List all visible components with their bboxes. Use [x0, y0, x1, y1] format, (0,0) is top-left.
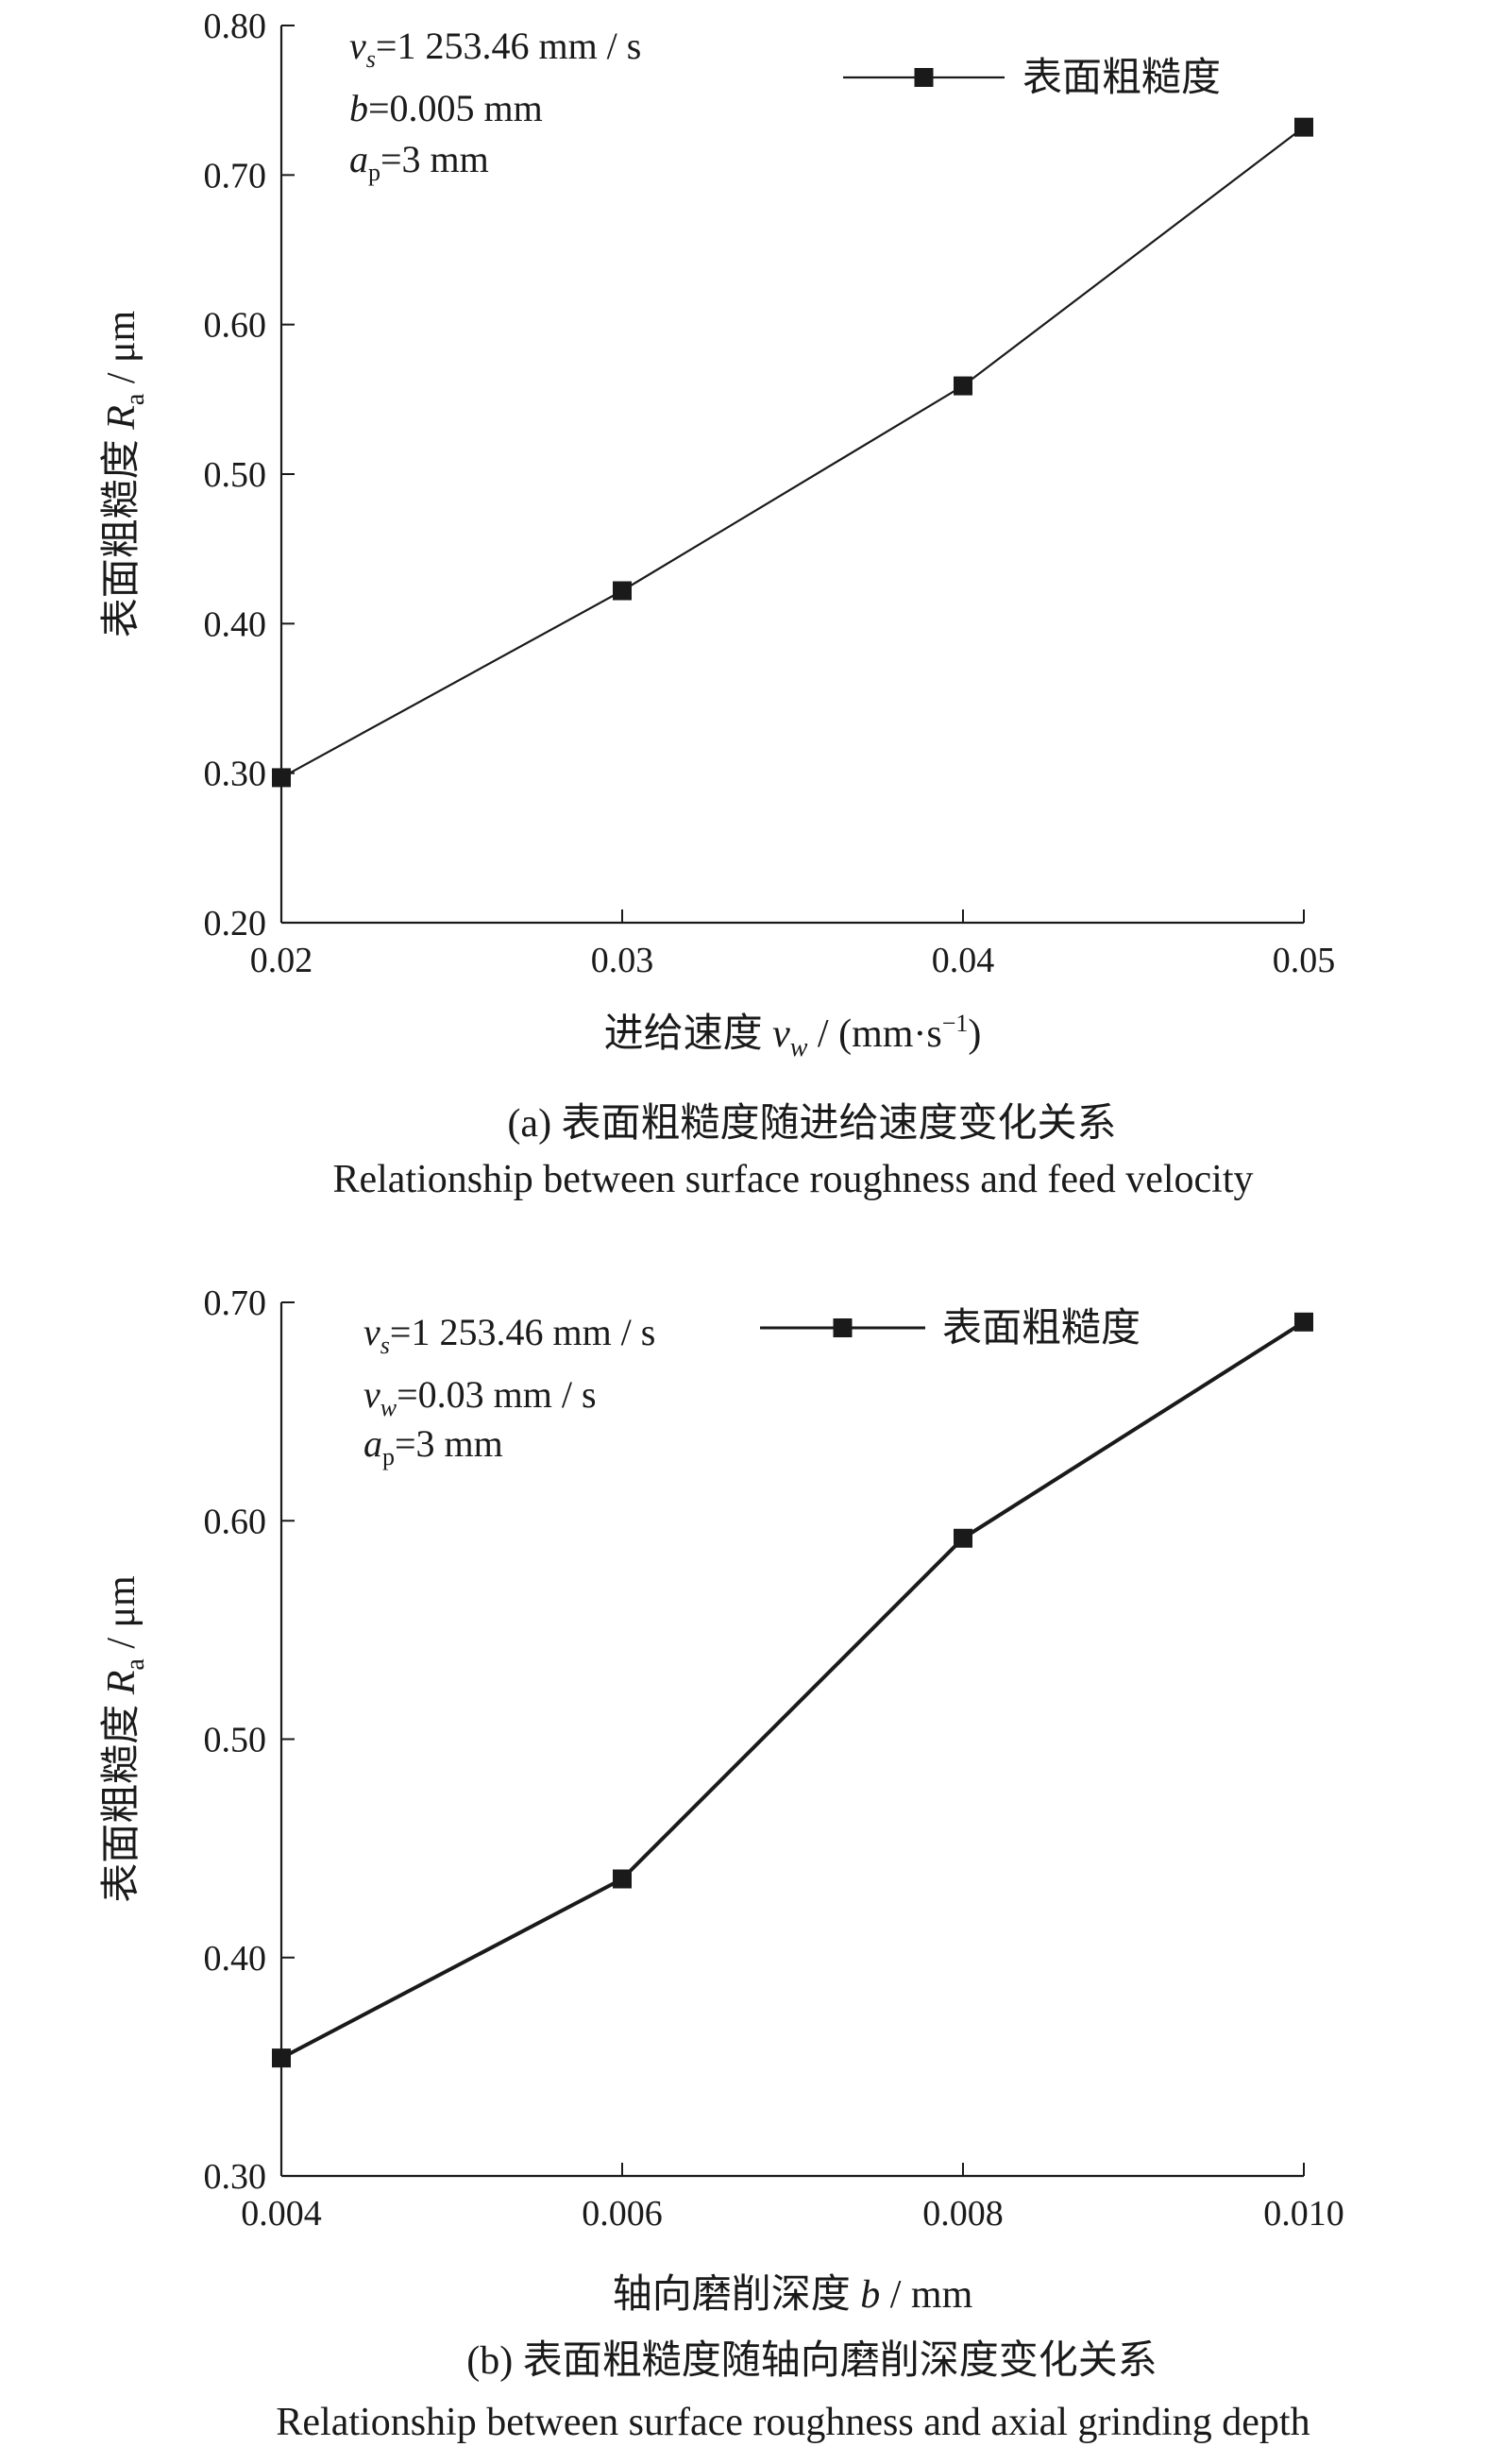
series-line — [280, 1320, 1306, 2060]
y-tick-label: 0.40 — [204, 604, 267, 644]
chart-svg: 0.20 0.30 0.40 0.50 0.60 0.70 0.80 0.02 0.03 0.04… — [100, 7, 1336, 1201]
x-tick-label: 0.03 — [591, 941, 654, 980]
y-axis-title: 表面粗糙度 Ra / μm — [100, 310, 150, 637]
legend-marker — [833, 1318, 853, 1337]
y-tick-label: 0.60 — [204, 1502, 267, 1541]
x-tick-label: 0.008 — [922, 2194, 1004, 2234]
x-tick-label: 0.004 — [241, 2194, 322, 2234]
caption-english: Relationship between surface roughness a… — [276, 2401, 1310, 2444]
caption-english: Relationship between surface roughness a… — [332, 1158, 1253, 1201]
x-tick-label: 0.02 — [250, 941, 313, 980]
data-point-marker — [272, 768, 291, 788]
chart-svg: 0.30 0.40 0.50 0.60 0.70 0.004 0.006 0.008 0.010… — [100, 1283, 1344, 2444]
legend-label: 表面粗糙度 — [1022, 57, 1221, 100]
x-tick-label: 0.010 — [1263, 2194, 1344, 2234]
parameter-annotation: vs=1 253.46 mm / s — [363, 1311, 655, 1359]
data-point-marker — [1294, 1312, 1313, 1332]
y-tick-label: 0.50 — [204, 1721, 267, 1760]
y-tick-label: 0.30 — [204, 755, 267, 794]
x-axis-title: 进给速度 vw / (mm·s−1) — [604, 1010, 982, 1062]
x-axis-title: 轴向磨削深度 b / mm — [613, 2273, 973, 2317]
caption-chinese: (b) 表面粗糙度随轴向磨削深度变化关系 — [466, 2338, 1157, 2383]
data-point-marker — [954, 376, 972, 396]
x-tick-label: 0.05 — [1273, 941, 1336, 980]
y-tick-label: 0.70 — [204, 1283, 267, 1323]
y-axis-title: 表面粗糙度 Ra / μm — [100, 1575, 150, 1903]
parameter-annotation: ap=3 mm — [363, 1422, 503, 1470]
parameter-annotation: vs=1 253.46 mm / s — [349, 25, 641, 73]
data-point-marker — [613, 581, 632, 601]
legend-marker — [914, 68, 934, 87]
chart-panel-b: 0.30 0.40 0.50 0.60 0.70 0.004 0.006 0.008 0.010… — [0, 1230, 1487, 2459]
caption-chinese: (a) 表面粗糙度随进给速度变化关系 — [507, 1101, 1116, 1146]
x-tick-label: 0.04 — [932, 941, 995, 980]
y-tick-label: 0.80 — [204, 7, 267, 46]
y-tick-label: 0.40 — [204, 1939, 267, 1979]
parameter-annotation: vw=0.03 mm / s — [363, 1373, 597, 1421]
data-point-marker — [272, 2048, 291, 2068]
data-point-marker — [613, 1869, 632, 1889]
y-tick-label: 0.60 — [204, 306, 267, 346]
data-point-marker — [1294, 117, 1313, 137]
legend-label: 表面粗糙度 — [942, 1307, 1141, 1351]
y-tick-label: 0.20 — [204, 904, 267, 943]
y-tick-label: 0.70 — [204, 156, 267, 195]
parameter-annotation: b=0.005 mm — [349, 87, 543, 129]
chart-panel-a: 0.20 0.30 0.40 0.50 0.60 0.70 0.80 0.02 0.03 0.04… — [0, 0, 1487, 1230]
y-tick-label: 0.30 — [204, 2157, 267, 2197]
data-point-marker — [954, 1528, 972, 1548]
x-tick-label: 0.006 — [582, 2194, 663, 2234]
parameter-annotation: ap=3 mm — [349, 138, 489, 186]
series-line — [280, 126, 1305, 779]
y-tick-label: 0.50 — [204, 455, 267, 495]
